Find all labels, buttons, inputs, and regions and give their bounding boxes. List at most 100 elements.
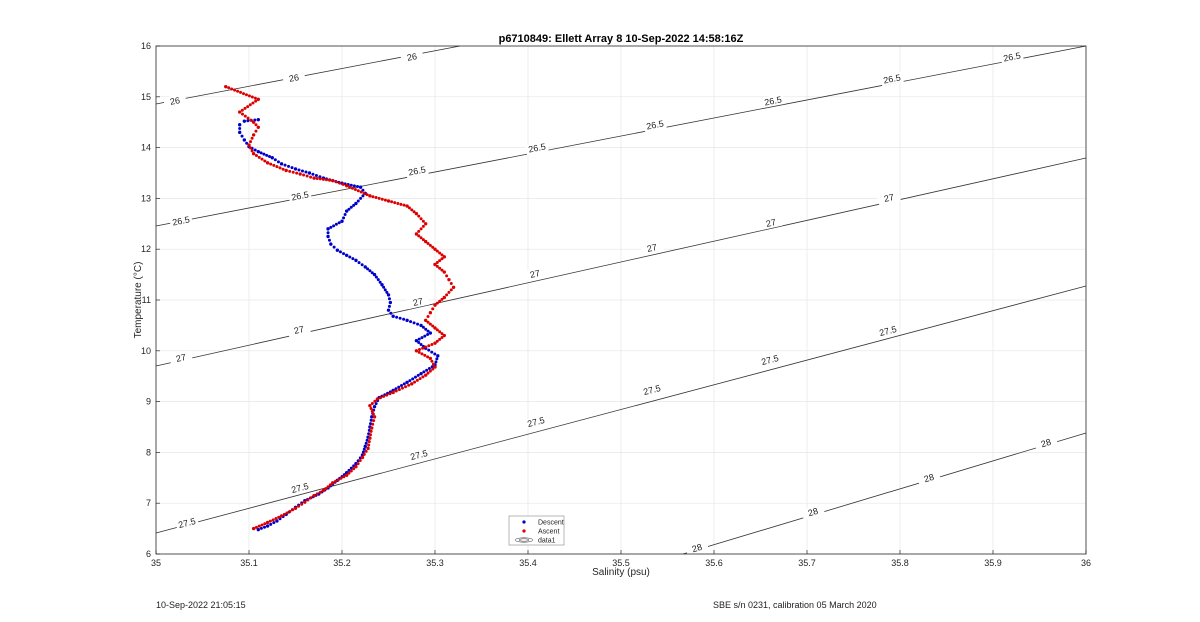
descent-point: [365, 438, 369, 442]
ascent-point: [227, 86, 231, 90]
ascent-point: [249, 118, 253, 122]
descent-point: [273, 158, 277, 162]
ascent-point: [419, 217, 423, 221]
descent-point: [269, 522, 273, 526]
ascent-point: [405, 204, 409, 208]
descent-point: [238, 130, 242, 135]
descent-point: [422, 370, 426, 374]
ascent-point: [244, 93, 248, 97]
descent-point: [256, 149, 260, 154]
ascent-point: [339, 476, 343, 480]
ascent-point: [421, 224, 425, 228]
descent-point: [265, 524, 270, 528]
legend-data1-label: data1: [538, 538, 556, 545]
contour-label: 26: [169, 95, 181, 107]
legend-data1-marker: [514, 537, 534, 543]
ascent-point: [359, 190, 363, 194]
ascent-point: [315, 492, 319, 496]
descent-point: [354, 461, 358, 466]
contour-label-bg: [640, 382, 664, 398]
ascent-point: [400, 386, 404, 390]
ascent-point: [353, 188, 357, 192]
y-tick-label: 9: [146, 397, 151, 407]
ascent-point: [424, 222, 428, 226]
descent-point: [430, 350, 434, 354]
descent-point: [395, 315, 399, 319]
descent-point: [386, 293, 391, 297]
ascent-point: [426, 320, 430, 324]
legend-descent-marker: [522, 520, 526, 524]
ascent-point: [251, 526, 256, 531]
ascent-point: [349, 469, 353, 473]
descent-point: [412, 321, 416, 325]
ascent-point: [263, 159, 267, 163]
ascent-point: [371, 195, 375, 199]
ascent-point: [438, 259, 442, 263]
ascent-point: [248, 103, 252, 107]
descent-point: [262, 152, 266, 156]
ascent-point: [230, 87, 234, 91]
descent-point: [411, 377, 415, 381]
descent-point: [427, 366, 431, 370]
legend-descent-label: Descent: [538, 520, 564, 527]
x-tick-label: 35.5: [612, 558, 630, 568]
descent-point: [283, 163, 287, 167]
x-tick-label: 35.8: [891, 558, 909, 568]
ascent-point: [247, 94, 251, 98]
ascent-point: [431, 362, 435, 366]
ascent-point: [433, 262, 437, 267]
ascent-point: [415, 378, 419, 382]
contour-label-bg: [282, 71, 306, 85]
contour-label-bg: [400, 50, 424, 64]
ascent-point: [433, 303, 437, 307]
ascent-point: [431, 245, 435, 249]
descent-point: [256, 117, 260, 122]
ascent-point: [442, 255, 446, 259]
descent-point: [335, 248, 340, 252]
ascent-point: [326, 485, 330, 489]
ascent-point: [447, 277, 451, 282]
ascent-point: [331, 481, 335, 485]
legend: Descent Ascent data1: [508, 515, 565, 546]
ascent-point: [238, 110, 242, 114]
descent-point: [414, 338, 419, 343]
ascent-point: [249, 146, 253, 150]
ascent-point: [414, 211, 419, 216]
ascent-point: [433, 365, 437, 369]
ascent-point: [303, 500, 307, 504]
ascent-point: [430, 359, 434, 363]
ascent-point: [417, 229, 421, 233]
contour-line: [682, 432, 1087, 555]
ascent-point: [315, 177, 319, 181]
contour-label-bg: [917, 470, 941, 486]
ascent-point: [413, 380, 417, 384]
contour-label-bg: [880, 72, 904, 86]
descent-point: [426, 329, 430, 333]
contour-label: 26: [406, 51, 418, 63]
ascent-point: [433, 341, 437, 345]
ascent-point: [305, 174, 309, 178]
ascent-point: [375, 397, 380, 401]
ascent-point: [435, 339, 439, 343]
ascent-point: [417, 234, 421, 238]
ascent-point: [278, 166, 282, 170]
descent-point: [387, 297, 391, 301]
contour-label: 27.5: [409, 448, 429, 462]
descent-point: [242, 138, 247, 142]
descent-point: [342, 216, 346, 220]
descent-point: [287, 164, 291, 168]
contour-label-bg: [643, 118, 667, 132]
ascent-point: [442, 295, 446, 300]
y-tick-label: 14: [141, 143, 151, 153]
ascent-point: [281, 167, 285, 171]
ascent-point: [347, 471, 351, 475]
ascent-point: [362, 452, 366, 456]
contour-line: [155, 285, 1087, 534]
ascent-point: [440, 335, 444, 339]
ascent-point: [247, 143, 251, 147]
contour-label-bg: [1000, 50, 1024, 64]
ascent-point: [318, 490, 322, 494]
x-tick-label: 35: [151, 558, 161, 568]
descent-point: [256, 527, 260, 532]
